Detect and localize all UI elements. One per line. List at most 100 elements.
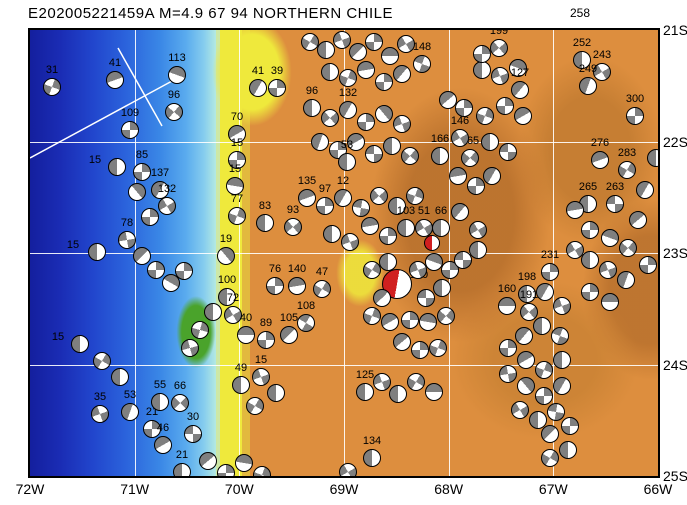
focal-mechanism-beachball xyxy=(268,79,286,97)
focal-mechanism-beachball xyxy=(541,425,559,443)
focal-mechanism-beachball xyxy=(499,143,517,161)
focal-mechanism-beachball xyxy=(175,262,193,280)
focal-mechanism-beachball xyxy=(363,261,381,279)
focal-mechanism-beachball xyxy=(451,203,469,221)
focal-mechanism-beachball xyxy=(441,261,459,279)
focal-mechanism-beachball xyxy=(467,177,485,195)
focal-mechanism-beachball xyxy=(252,368,270,386)
focal-mechanism-beachball xyxy=(165,103,183,121)
x-axis-tick-label: 69W xyxy=(329,481,359,497)
focal-mechanism-beachball xyxy=(425,253,443,271)
depth-label: 137 xyxy=(150,167,170,179)
focal-mechanism-beachball xyxy=(581,251,599,269)
focal-mechanism-beachball xyxy=(551,327,569,345)
depth-label: 252 xyxy=(572,37,592,49)
depth-label: 21 xyxy=(145,406,159,418)
focal-mechanism-beachball xyxy=(298,189,316,207)
x-axis-tick-label: 72W xyxy=(15,481,45,497)
depth-label: 15 xyxy=(228,163,242,175)
depth-label: 47 xyxy=(315,266,329,278)
focal-mechanism-beachball xyxy=(496,97,514,115)
focal-mechanism-beachball xyxy=(601,293,619,311)
focal-mechanism-beachball xyxy=(43,78,61,96)
focal-mechanism-beachball xyxy=(581,283,599,301)
depth-label: 31 xyxy=(45,64,59,76)
depth-label: 146 xyxy=(450,115,470,127)
depth-label: 96 xyxy=(167,89,181,101)
depth-label: 85 xyxy=(135,149,149,161)
depth-label: 300 xyxy=(625,93,645,105)
depth-label: 66 xyxy=(434,205,448,217)
focal-mechanism-beachball xyxy=(357,61,375,79)
focal-mechanism-beachball xyxy=(553,297,571,315)
depth-label: 30 xyxy=(186,411,200,423)
map-canvas: 31 41 109 113 96 15 85 137 132 15 78 15 35 53 21 46 30 55… xyxy=(28,28,660,478)
focal-mechanism-beachball xyxy=(301,33,319,51)
focal-mechanism-beachball xyxy=(91,405,109,423)
focal-mechanism-beachball xyxy=(425,383,443,401)
focal-mechanism-beachball xyxy=(204,303,222,321)
x-axis-tick-label: 71W xyxy=(120,481,150,497)
depth-label: 199 xyxy=(489,28,509,37)
depth-label: 40 xyxy=(239,312,253,324)
focal-mechanism-beachball xyxy=(618,161,636,179)
focal-mechanism-beachball xyxy=(370,187,388,205)
focal-mechanism-beachball xyxy=(303,99,321,117)
focal-mechanism-beachball xyxy=(647,149,658,167)
focal-mechanism-beachball xyxy=(541,263,559,281)
depth-label: 51 xyxy=(417,205,431,217)
focal-mechanism-beachball xyxy=(357,113,375,131)
focal-mechanism-beachball xyxy=(321,63,339,81)
focal-mechanism-beachball xyxy=(334,189,352,207)
focal-mechanism-beachball xyxy=(541,449,559,467)
depth-label: 49 xyxy=(234,362,248,374)
depth-label: 113 xyxy=(168,52,186,64)
focal-mechanism-beachball xyxy=(288,277,306,295)
focal-mechanism-beachball xyxy=(266,277,284,295)
depth-label: 12 xyxy=(336,175,350,187)
focal-mechanism-beachball xyxy=(561,417,579,435)
focal-mechanism-beachball xyxy=(397,219,415,237)
depth-label: 41 xyxy=(251,65,265,77)
focal-mechanism-beachball xyxy=(393,115,411,133)
focal-mechanism-beachball xyxy=(382,269,412,299)
focal-mechanism-beachball xyxy=(118,231,136,249)
focal-mechanism-beachball xyxy=(361,217,379,235)
focal-mechanism-beachball xyxy=(321,109,339,127)
focal-mechanism-beachball xyxy=(393,333,411,351)
focal-mechanism-beachball xyxy=(601,229,619,247)
focal-mechanism-beachball xyxy=(311,133,329,151)
focal-mechanism-beachball xyxy=(451,129,469,147)
focal-mechanism-beachball xyxy=(154,436,172,454)
depth-label: 127 xyxy=(510,67,530,79)
focal-mechanism-beachball xyxy=(352,199,370,217)
focal-mechanism-beachball xyxy=(599,261,617,279)
focal-mechanism-beachball xyxy=(356,383,374,401)
focal-mechanism-beachball xyxy=(431,147,449,165)
y-axis-tick-label: 22S xyxy=(663,133,687,150)
depth-label: 89 xyxy=(259,317,273,329)
depth-label: 83 xyxy=(258,200,272,212)
focal-mechanism-beachball xyxy=(514,107,532,125)
depth-label: 165 xyxy=(460,135,480,147)
focal-mechanism-beachball xyxy=(381,313,399,331)
depth-label: 191 xyxy=(519,289,539,301)
depth-label: 132 xyxy=(157,183,177,195)
focal-mechanism-beachball xyxy=(158,197,176,215)
depth-label: 160 xyxy=(497,283,517,295)
focal-mechanism-beachball xyxy=(224,306,242,324)
focal-mechanism-beachball xyxy=(535,361,553,379)
focal-mechanism-beachball xyxy=(469,221,487,239)
focal-mechanism-beachball xyxy=(168,66,186,84)
focal-mechanism-beachball xyxy=(363,307,381,325)
depth-label: 243 xyxy=(592,49,612,61)
focal-mechanism-beachball xyxy=(143,420,161,438)
focal-mechanism-beachball xyxy=(491,67,509,85)
focal-mechanism-beachball xyxy=(257,331,275,349)
focal-mechanism-beachball xyxy=(591,151,609,169)
focal-mechanism-beachball xyxy=(381,47,399,65)
focal-mechanism-beachball xyxy=(401,311,419,329)
focal-mechanism-beachball xyxy=(349,43,367,61)
depth-label: 125 xyxy=(355,369,375,381)
depth-label: 55 xyxy=(153,379,167,391)
